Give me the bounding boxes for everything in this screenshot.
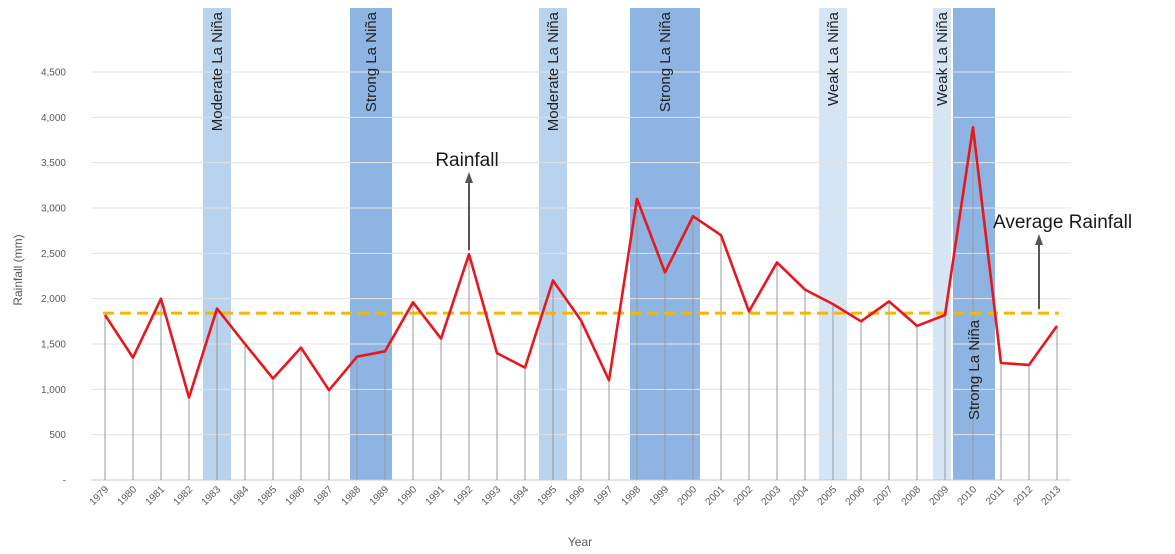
- x-tick-label: 2004: [788, 484, 812, 508]
- x-tick-label: 1983: [200, 484, 224, 508]
- y-tick-label: -: [63, 476, 66, 487]
- x-tick-label: 1998: [620, 484, 644, 508]
- x-tick-label: 1987: [312, 484, 336, 508]
- x-tick-label: 1985: [256, 484, 280, 508]
- x-tick-label: 2003: [760, 484, 784, 508]
- x-tick-label: 1979: [88, 484, 112, 508]
- y-tick-label: 3,000: [41, 204, 66, 215]
- x-tick-label: 2007: [872, 484, 896, 508]
- x-tick-label: 2001: [704, 484, 728, 508]
- x-tick-label: 2010: [956, 484, 980, 508]
- x-axis-title: Year: [568, 535, 592, 549]
- band-label-0: Moderate La Niña: [209, 11, 226, 131]
- y-tick-labels: - 500 1,000 1,500 2,000 2,500 3,000 3,500 4,000 4…: [41, 68, 66, 487]
- y-tick-label: 1,500: [41, 340, 66, 351]
- x-tick-label: 1995: [536, 484, 560, 508]
- x-tick-label: 2008: [900, 484, 924, 508]
- x-tick-label: 2009: [928, 484, 952, 508]
- y-tick-label: 500: [49, 430, 66, 441]
- x-tick-label: 1996: [564, 484, 588, 508]
- band-label-2: Moderate La Niña: [545, 11, 562, 131]
- y-tick-label: 2,000: [41, 294, 66, 305]
- x-tick-label: 2006: [844, 484, 868, 508]
- y-tick-label: 4,000: [41, 113, 66, 124]
- rainfall-line: [103, 126, 1059, 399]
- la-nina-bands: [203, 8, 995, 480]
- x-tick-label: 2000: [676, 484, 700, 508]
- x-tick-labels: 1979 1980 1981 1982 1983 1984 1985 1986 1987 1988…: [88, 484, 1064, 508]
- y-axis-title: Rainfall (mm): [11, 234, 25, 305]
- x-tick-label: 1991: [424, 484, 448, 508]
- y-tick-label: 4,500: [41, 68, 66, 79]
- x-tick-label: 1981: [144, 484, 168, 508]
- band-label-6: Strong La Niña: [966, 319, 983, 420]
- x-tick-label: 1990: [396, 484, 420, 508]
- x-tick-label: 2011: [984, 484, 1007, 507]
- x-tick-label: 1982: [172, 484, 196, 508]
- y-tick-label: 1,000: [41, 385, 66, 396]
- average-rainfall-arrowhead: [1035, 234, 1043, 245]
- y-tick-label: 2,500: [41, 249, 66, 260]
- x-tick-label: 1986: [284, 484, 308, 508]
- x-tick-label: 1993: [480, 484, 504, 508]
- rainfall-arrowhead: [465, 172, 473, 183]
- band-label-5: Weak La Niña: [934, 11, 951, 106]
- x-tick-label: 1992: [452, 484, 476, 508]
- annotations: Rainfall Average Rainfall: [435, 150, 1132, 310]
- y-tick-label: 3,500: [41, 158, 66, 169]
- x-tick-label: 2013: [1040, 484, 1064, 508]
- x-tick-label: 1980: [116, 484, 140, 508]
- drop-lines: [104, 127, 1058, 480]
- x-tick-label: 1984: [228, 484, 252, 508]
- band-label-4: Weak La Niña: [825, 11, 842, 106]
- x-tick-label: 2005: [816, 484, 840, 508]
- rainfall-series: [103, 126, 1059, 399]
- average-rainfall-annotation: Average Rainfall: [993, 212, 1132, 233]
- x-tick-label: 1989: [368, 484, 392, 508]
- band-labels: Moderate La Niña Strong La Niña Moderate L…: [209, 11, 983, 420]
- band-label-3: Strong La Niña: [657, 11, 674, 112]
- x-tick-label: 1997: [592, 484, 616, 508]
- x-tick-label: 1988: [340, 484, 364, 508]
- rainfall-annotation: Rainfall: [435, 150, 498, 171]
- la-nina-band-5: [933, 8, 951, 480]
- band-label-1: Strong La Niña: [363, 11, 380, 112]
- x-tick-label: 1999: [648, 484, 672, 508]
- x-tick-label: 2012: [1012, 484, 1036, 508]
- x-tick-label: 2002: [732, 484, 756, 508]
- x-tick-label: 1994: [508, 484, 532, 508]
